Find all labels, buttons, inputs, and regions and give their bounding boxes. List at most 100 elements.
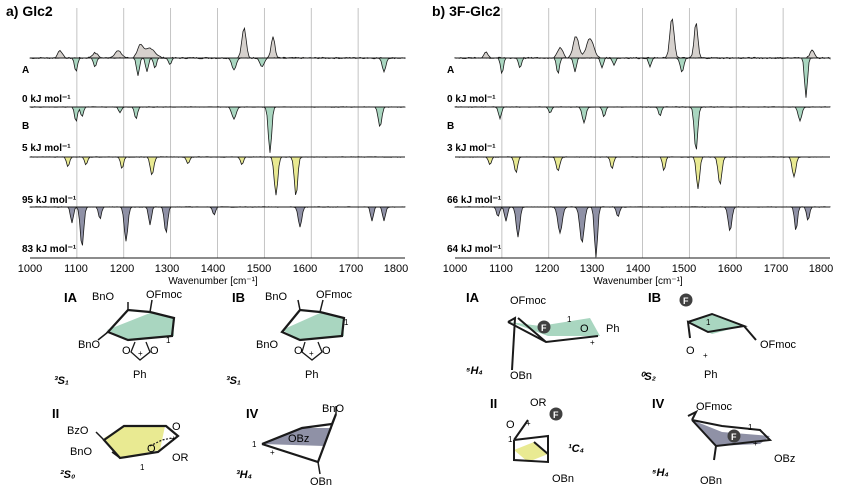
conformation-label: ⁵H₄	[466, 365, 483, 377]
charge-label: +	[753, 439, 758, 448]
group-label: O	[147, 443, 156, 455]
fluorine-label: F	[683, 296, 689, 306]
dioxolenium-ring	[130, 341, 151, 361]
energy-label: 0 kJ mol⁻¹	[22, 94, 71, 105]
fluorine-label: F	[541, 323, 547, 333]
anomeric-label: 1	[567, 315, 572, 324]
x-axis-ticks: 1000 1100 1200 1300 1400 1500 1600 1700 …	[18, 263, 408, 275]
ring-plane	[282, 313, 344, 340]
charge-label: +	[526, 419, 531, 428]
tick-label: 1800	[384, 263, 408, 275]
ring-plane	[514, 442, 548, 462]
pyranose-ring	[261, 413, 338, 464]
tick-label: 1200	[535, 263, 559, 275]
tick-label: 1800	[809, 263, 833, 275]
group-label: OBn	[552, 473, 574, 485]
tick-label: 1700	[339, 263, 363, 275]
anomeric-label: 1	[252, 440, 257, 449]
group-label: Ph	[133, 369, 146, 381]
conformation-label: ⁰S₂	[640, 371, 656, 383]
tick-label: 1100	[64, 263, 88, 275]
spectrum-traces	[29, 26, 406, 246]
fluorine-label: F	[731, 432, 737, 442]
group-label: BnO	[322, 403, 344, 415]
panel-title: a) Glc2	[6, 3, 53, 19]
fluorine-atom	[549, 407, 563, 421]
group-label: OFmoc	[510, 295, 547, 307]
structure-id: IA	[64, 290, 78, 305]
tick-label: 1000	[443, 263, 467, 275]
anomeric-label: 1	[140, 463, 145, 472]
tick-label: 1000	[18, 263, 42, 275]
group-label: OFmoc	[760, 339, 797, 351]
group-label: BnO	[70, 446, 92, 458]
group-label: O	[580, 323, 589, 335]
tick-label: 1100	[489, 263, 513, 275]
conformation-label: ³H₄	[236, 469, 252, 481]
pyranose-ring	[513, 419, 549, 464]
anomeric-label: 1	[166, 336, 171, 345]
structure-ia-3f-glc2: IA F OFmoc 1 O + Ph OBn ⁵H₄	[466, 290, 619, 382]
group-label: OBz	[774, 453, 795, 465]
charge-label: +	[171, 434, 176, 443]
group-label: BnO	[256, 339, 278, 351]
ring-plane	[510, 318, 600, 336]
energy-label: 66 kJ mol⁻¹	[447, 195, 502, 206]
structure-id: IB	[648, 290, 661, 305]
structure-iv-3f-glc2: IV F OFmoc 1 + OBz OBn ⁵H₄	[652, 396, 795, 487]
group-label: OBn	[700, 475, 722, 487]
structure-ii-3f-glc2: II F OR O + 1 OBn ¹C₄	[490, 396, 584, 485]
group-label: BnO	[78, 339, 100, 351]
structure-ii-glc2: II BzO BnO O O + OR 1 ²S₀	[52, 406, 189, 481]
spectra-panel-3f-glc2: b) 3F-Glc2 A 0 kJ mol⁻¹ B 3 kJ mol⁻¹ 66 …	[432, 3, 833, 287]
charge-label: +	[590, 338, 595, 347]
x-axis-title: Wavenumber [cm⁻¹]	[168, 276, 258, 287]
structure-id: IA	[466, 290, 480, 305]
structure-ib-3f-glc2: IB F 1 OFmoc O + Ph ⁰S₂	[640, 290, 797, 383]
x-axis-ticks: 1000 1100 1200 1300 1400 1500 1600 1700 …	[443, 263, 833, 275]
charge-label: +	[138, 349, 143, 358]
group-label: O	[322, 345, 331, 357]
anomeric-label: 1	[706, 318, 711, 327]
tick-label: 1300	[155, 263, 179, 275]
tick-label: 1500	[247, 263, 271, 275]
pyranose-ring	[507, 316, 599, 371]
trace-label-a: A	[447, 65, 454, 76]
energy-label: 0 kJ mol⁻¹	[447, 94, 496, 105]
charge-label: +	[309, 349, 314, 358]
energy-label: 64 kJ mol⁻¹	[447, 244, 502, 255]
pyranose-ring	[686, 312, 757, 341]
group-label: OFmoc	[696, 401, 733, 413]
anomeric-label: 1	[508, 435, 513, 444]
fluorine-label: F	[553, 410, 559, 420]
energy-label: 95 kJ mol⁻¹	[22, 195, 77, 206]
spectra-panel-glc2: a) Glc2 A 0 kJ mol⁻¹ B 5 kJ mol⁻¹ 95 kJ …	[6, 3, 408, 287]
x-axis-title: Wavenumber [cm⁻¹]	[593, 276, 683, 287]
anomeric-label: 1	[344, 318, 349, 327]
group-label: OBn	[310, 476, 332, 488]
group-label: O	[172, 421, 181, 433]
trace-label-a: A	[22, 65, 29, 76]
tick-label: 1700	[764, 263, 788, 275]
group-label: O	[686, 345, 695, 357]
fluorine-atom	[679, 293, 693, 307]
conformation-label: ¹C₄	[568, 443, 584, 455]
anomeric-label: 1	[748, 423, 753, 432]
conformation-label: ³S₁	[54, 375, 69, 387]
charge-label: +	[703, 351, 708, 360]
structure-id: IB	[232, 290, 245, 305]
group-label: O	[122, 345, 131, 357]
group-label: BzO	[67, 425, 89, 437]
energy-label: 5 kJ mol⁻¹	[22, 143, 71, 154]
ring-plane	[104, 426, 165, 458]
trace-label-b: B	[22, 121, 29, 132]
structure-id: IV	[246, 406, 259, 421]
trace-label-b: B	[447, 121, 454, 132]
tick-label: 1500	[672, 263, 696, 275]
group-label: Ph	[704, 369, 717, 381]
spectrum-traces	[454, 18, 831, 258]
group-label: O	[150, 345, 159, 357]
energy-label: 83 kJ mol⁻¹	[22, 244, 77, 255]
panel-title: b) 3F-Glc2	[432, 3, 501, 19]
